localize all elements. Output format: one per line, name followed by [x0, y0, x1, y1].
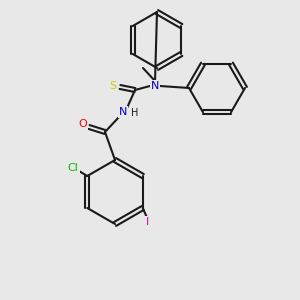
Text: O: O	[79, 119, 87, 129]
Text: S: S	[110, 81, 117, 91]
Text: H: H	[131, 108, 138, 118]
Text: Cl: Cl	[68, 163, 79, 173]
Text: N: N	[119, 107, 127, 117]
Text: N: N	[151, 81, 159, 91]
Text: I: I	[146, 217, 149, 227]
